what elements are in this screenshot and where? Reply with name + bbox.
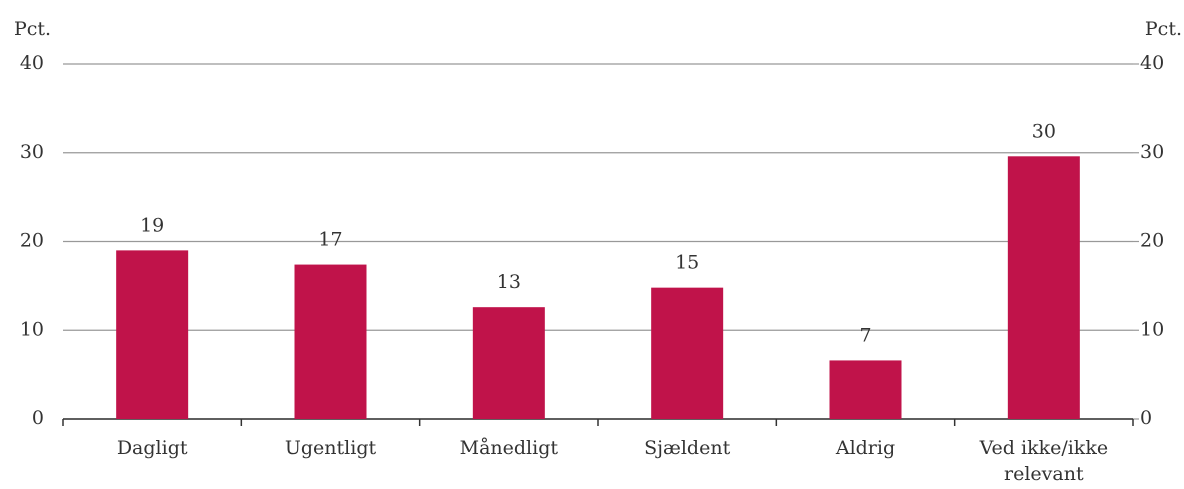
y-tick-label: 40 — [20, 52, 44, 74]
data-label: 19 — [140, 214, 164, 236]
x-tick-label: Dagligt — [117, 437, 188, 459]
x-tick-label: Aldrig — [835, 437, 895, 459]
bar — [472, 307, 545, 419]
y2-tick-label: 30 — [1140, 141, 1164, 163]
bar — [829, 360, 902, 419]
y2-tick-label: 20 — [1140, 230, 1164, 252]
data-label: 15 — [675, 252, 699, 274]
y2-axis-label: Pct. — [1145, 18, 1182, 40]
data-label: 7 — [859, 324, 871, 346]
bar — [651, 287, 724, 419]
x-tick-label: Månedligt — [460, 437, 559, 459]
bar — [1007, 156, 1080, 420]
x-tick-label: Sjældent — [644, 437, 730, 459]
bar — [294, 264, 367, 419]
x-tick-label: Ved ikke/ikke relevant — [979, 437, 1109, 485]
x-tick-label: Ugentligt — [285, 437, 377, 459]
data-label: 13 — [497, 271, 521, 293]
y-axis-label: Pct. — [14, 18, 51, 40]
data-label: 17 — [318, 229, 342, 251]
bar — [116, 250, 189, 419]
y-tick-label: 0 — [32, 407, 44, 429]
y2-tick-label: 10 — [1140, 318, 1164, 340]
y-tick-label: 20 — [20, 230, 44, 252]
y2-tick-label: 0 — [1140, 407, 1152, 429]
y-tick-label: 30 — [20, 141, 44, 163]
data-label: 30 — [1032, 120, 1056, 142]
y-tick-label: 10 — [20, 318, 44, 340]
y2-tick-label: 40 — [1140, 52, 1164, 74]
